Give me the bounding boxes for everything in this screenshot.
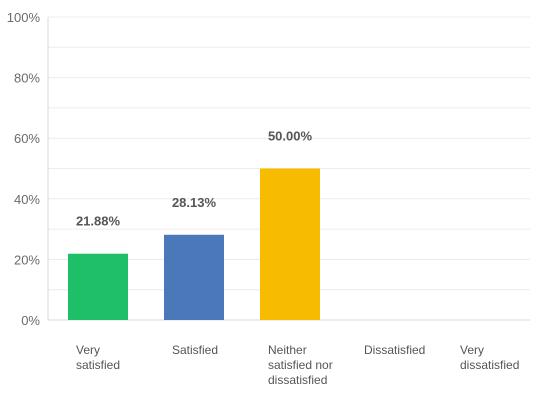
y-tick-label: 20%: [14, 252, 40, 267]
bars: [68, 168, 320, 320]
x-tick-label-line: Very: [76, 343, 100, 357]
x-tick-label: Very dissatisfied: [460, 343, 519, 372]
x-tick-label-line: dissatisfied: [268, 373, 327, 387]
x-tick-label: Neither satisfied nor dissatisfied: [268, 343, 333, 387]
bar: [68, 253, 128, 320]
y-tick-label: 0%: [21, 313, 40, 328]
data-label: 21.88%: [76, 214, 121, 229]
data-label: 50.00%: [268, 129, 313, 144]
x-tick-label-line: Dissatisfied: [364, 343, 425, 357]
x-tick-label: Satisfied: [172, 343, 218, 357]
x-tick-label-line: satisfied: [76, 358, 120, 372]
x-tick-label-line: dissatisfied: [460, 358, 519, 372]
x-tick-label-line: Satisfied: [172, 343, 218, 357]
x-tick-label-line: Neither: [268, 343, 307, 357]
y-tick-label: 60%: [14, 131, 40, 146]
bar: [164, 234, 224, 320]
data-labels: 21.88% 28.13% 50.00%: [76, 129, 313, 229]
x-tick-label: Very satisfied: [76, 343, 120, 372]
y-tick-labels: 0% 20% 40% 60% 80% 100%: [7, 10, 41, 328]
data-label: 28.13%: [172, 195, 217, 210]
x-tick-label-line: satisfied nor: [268, 358, 333, 372]
y-tick-label: 80%: [14, 71, 40, 86]
y-tick-label: 100%: [7, 10, 41, 25]
x-tick-label: Dissatisfied: [364, 343, 425, 357]
bar: [260, 168, 320, 320]
y-tick-label: 40%: [14, 192, 40, 207]
x-tick-label-line: Very: [460, 343, 484, 357]
